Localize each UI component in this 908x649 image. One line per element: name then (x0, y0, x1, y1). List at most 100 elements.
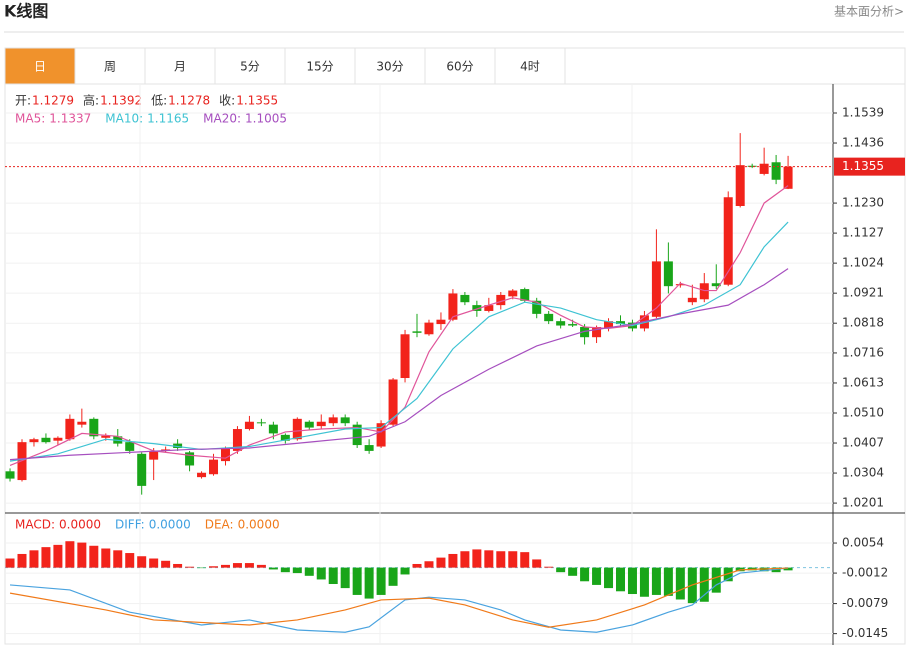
analysis-link[interactable]: 基本面分析> (834, 5, 904, 19)
candle-body (280, 434, 290, 441)
y-tick-label: -0.0012 (842, 566, 888, 580)
macd-bar (244, 563, 254, 568)
tab-label[interactable]: 4时 (520, 60, 540, 74)
legend-label: MA5: (15, 112, 45, 126)
indicator-line (9, 567, 789, 628)
candle-body (101, 435, 111, 438)
macd-bar (77, 542, 87, 568)
tab-label[interactable]: 日 (34, 60, 46, 74)
candle-body (268, 424, 278, 434)
macd-bar (125, 553, 135, 568)
tab[interactable] (494, 47, 566, 85)
macd-bar (53, 544, 63, 568)
candle-body (173, 443, 183, 448)
candle-body (484, 305, 494, 311)
macd-bar (627, 567, 637, 595)
macd-bar (699, 567, 709, 602)
info-value: 1.1278 (168, 94, 210, 108)
macd-bar (388, 567, 398, 586)
candle-body (651, 261, 661, 317)
candle-body (568, 324, 578, 326)
candle-body (125, 442, 135, 451)
legend-value: 0.0000 (238, 518, 280, 532)
macd-bar (256, 564, 266, 568)
legend-value: 0.0000 (59, 518, 101, 532)
candle-body (400, 334, 410, 379)
candle-body (209, 459, 219, 475)
tab-label[interactable]: 30分 (376, 60, 403, 74)
candle-body (53, 437, 63, 441)
tab-label[interactable]: 周 (104, 60, 116, 74)
info-value: 1.1279 (32, 94, 74, 108)
info-value: 1.1392 (100, 94, 142, 108)
macd-bar (197, 567, 207, 569)
info-value: 1.1355 (236, 94, 278, 108)
legend-value: 1.1005 (245, 112, 287, 126)
candle-body (520, 289, 530, 301)
tab-label[interactable]: 5分 (240, 60, 260, 74)
candle-body (532, 300, 542, 314)
candle-body (5, 471, 15, 479)
candle-body (316, 421, 326, 427)
current-price-box (834, 157, 905, 176)
candle-body (544, 313, 554, 322)
y-tick-label: 1.0304 (842, 466, 884, 480)
macd-bar (496, 551, 506, 568)
candle-body (615, 321, 625, 325)
macd-bar (101, 548, 111, 568)
macd-bar (544, 566, 554, 568)
candle-body (723, 197, 733, 285)
macd-bar (232, 563, 242, 568)
macd-bar (472, 549, 482, 568)
candle-body (436, 319, 446, 325)
macd-bar (29, 550, 39, 568)
macd-bar (412, 563, 422, 568)
candle-body (41, 437, 51, 443)
tab-label[interactable]: 60分 (446, 60, 473, 74)
candle-body (29, 439, 39, 443)
y-tick-label: 1.1127 (842, 226, 884, 240)
macd-bar (376, 567, 386, 595)
macd-bar (340, 567, 350, 589)
y-tick-label: 1.0201 (842, 496, 884, 510)
candle-body (472, 305, 482, 311)
macd-bar (220, 564, 230, 568)
macd-bar (424, 561, 434, 568)
y-tick-label: 1.1230 (842, 196, 884, 210)
y-tick-label: -0.0079 (842, 596, 888, 610)
macd-bar (580, 567, 590, 582)
macd-bar (149, 558, 159, 568)
candle-body (604, 321, 614, 329)
candle-body (328, 417, 338, 424)
macd-bar (448, 553, 458, 568)
macd-bar (268, 567, 278, 570)
macd-bar (663, 567, 673, 596)
macd-bar (711, 567, 721, 593)
y-tick-label: 1.0921 (842, 286, 884, 300)
tab-label[interactable]: 月 (174, 60, 186, 74)
macd-bar (783, 567, 793, 571)
tab[interactable] (4, 47, 76, 85)
indicator-line (9, 185, 789, 467)
legend-label: DEA: (205, 518, 234, 532)
macd-bar (556, 567, 566, 573)
macd-bar (113, 550, 123, 568)
candle-body (149, 450, 159, 460)
macd-bar (532, 559, 542, 568)
candle-body (580, 326, 590, 338)
macd-bar (316, 567, 326, 580)
tab-label[interactable]: 15分 (306, 60, 333, 74)
tab[interactable] (74, 47, 146, 85)
y-tick-label: 1.0407 (842, 436, 884, 450)
tab[interactable] (284, 47, 356, 85)
candle-body (232, 429, 242, 451)
candle-body (699, 283, 709, 300)
macd-bar (185, 566, 195, 568)
y-tick-label: 0.0054 (842, 536, 884, 550)
candle-body (711, 283, 721, 287)
macd-bar (137, 556, 147, 568)
candle-body (77, 421, 87, 425)
current-price-label: 1.1355 (842, 159, 884, 173)
y-tick-label: 1.1436 (842, 136, 884, 150)
